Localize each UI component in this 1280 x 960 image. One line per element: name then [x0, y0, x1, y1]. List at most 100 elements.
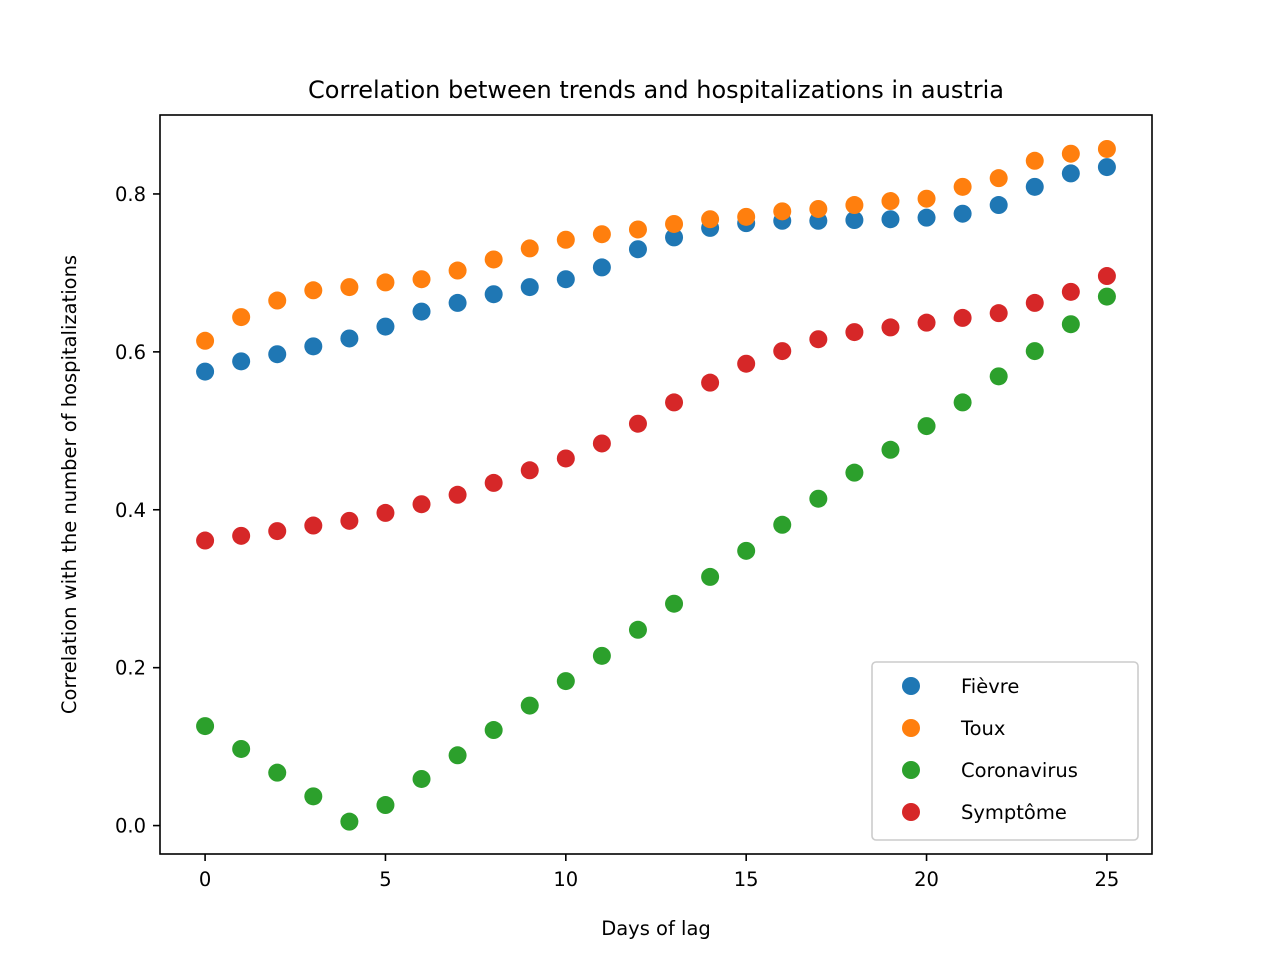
y-axis: 0.0 0.2 0.4 0.6 0.8 — [115, 183, 160, 838]
data-point — [881, 440, 900, 459]
x-tick-label: 15 — [734, 868, 759, 891]
data-point — [917, 417, 936, 436]
legend-item: Coronavirus — [902, 759, 1078, 782]
data-point — [592, 225, 611, 244]
data-point — [1061, 282, 1080, 301]
y-tick-label: 0.0 — [115, 815, 146, 838]
data-point — [953, 204, 972, 223]
data-point — [809, 489, 828, 508]
legend-marker — [902, 719, 920, 737]
legend-label: Fièvre — [961, 675, 1019, 698]
data-point — [989, 304, 1008, 323]
data-point — [412, 270, 431, 289]
data-point — [232, 526, 251, 545]
data-point — [484, 473, 503, 492]
data-point — [1097, 158, 1116, 177]
data-point — [953, 393, 972, 412]
data-point — [412, 495, 431, 514]
data-point — [412, 302, 431, 321]
data-point — [268, 291, 287, 310]
data-point — [701, 567, 720, 586]
data-point — [701, 373, 720, 392]
data-point — [989, 169, 1008, 188]
data-point — [556, 270, 575, 289]
data-point — [340, 812, 359, 831]
data-point — [1025, 151, 1044, 170]
series-3 — [196, 267, 1116, 550]
series-0 — [196, 158, 1116, 381]
data-point — [304, 787, 323, 806]
data-point — [304, 337, 323, 356]
data-point — [1061, 164, 1080, 183]
data-point — [665, 393, 684, 412]
x-axis-label: Days of lag — [601, 917, 711, 940]
data-point — [232, 352, 251, 371]
data-point — [809, 330, 828, 349]
data-point — [520, 461, 539, 480]
y-axis-label: Correlation with the number of hospitali… — [58, 255, 81, 714]
y-tick-label: 0.4 — [115, 499, 146, 522]
chart-title: Correlation between trends and hospitali… — [308, 76, 1004, 104]
data-point — [520, 696, 539, 715]
data-point — [268, 345, 287, 364]
data-point — [448, 293, 467, 312]
data-point — [520, 278, 539, 297]
data-point — [1097, 287, 1116, 306]
data-point — [1061, 315, 1080, 334]
data-point — [737, 207, 756, 226]
data-point — [989, 196, 1008, 215]
legend-item: Symptôme — [902, 801, 1067, 824]
x-tick-label: 5 — [379, 868, 391, 891]
data-point — [773, 515, 792, 534]
data-point — [953, 308, 972, 327]
data-point — [376, 317, 395, 336]
y-tick-label: 0.8 — [115, 183, 146, 206]
x-tick-label: 10 — [553, 868, 578, 891]
data-point — [520, 239, 539, 258]
data-point — [232, 739, 251, 758]
data-point — [917, 313, 936, 332]
data-point — [340, 329, 359, 348]
data-point — [917, 189, 936, 208]
data-point — [340, 511, 359, 530]
data-point — [917, 208, 936, 227]
data-point — [268, 763, 287, 782]
data-point — [304, 516, 323, 535]
data-point — [1025, 177, 1044, 196]
data-point — [196, 717, 215, 736]
y-tick-label: 0.2 — [115, 657, 146, 680]
data-point — [556, 672, 575, 691]
data-point — [845, 463, 864, 482]
legend-marker — [902, 677, 920, 695]
data-point — [412, 769, 431, 788]
data-point — [340, 278, 359, 297]
data-point — [845, 196, 864, 215]
data-point — [845, 211, 864, 230]
data-point — [268, 522, 287, 541]
legend-label: Symptôme — [961, 801, 1067, 824]
data-point — [556, 449, 575, 468]
data-point — [376, 273, 395, 292]
x-tick-label: 0 — [199, 868, 211, 891]
legend-box — [871, 661, 1139, 841]
data-point — [1025, 293, 1044, 312]
data-point — [196, 362, 215, 381]
plot-area-frame — [159, 114, 1153, 855]
data-points — [196, 139, 1116, 831]
legend-marker — [902, 761, 920, 779]
data-point — [484, 250, 503, 269]
y-tick-label: 0.6 — [115, 341, 146, 364]
data-point — [448, 485, 467, 504]
data-point — [484, 285, 503, 304]
data-point — [1097, 267, 1116, 286]
data-point — [665, 594, 684, 613]
data-point — [196, 531, 215, 550]
data-point — [556, 230, 575, 249]
data-point — [304, 281, 323, 300]
data-point — [232, 308, 251, 327]
legend-label: Toux — [960, 717, 1005, 740]
data-point — [1025, 342, 1044, 361]
data-point — [665, 214, 684, 233]
data-point — [628, 240, 647, 259]
